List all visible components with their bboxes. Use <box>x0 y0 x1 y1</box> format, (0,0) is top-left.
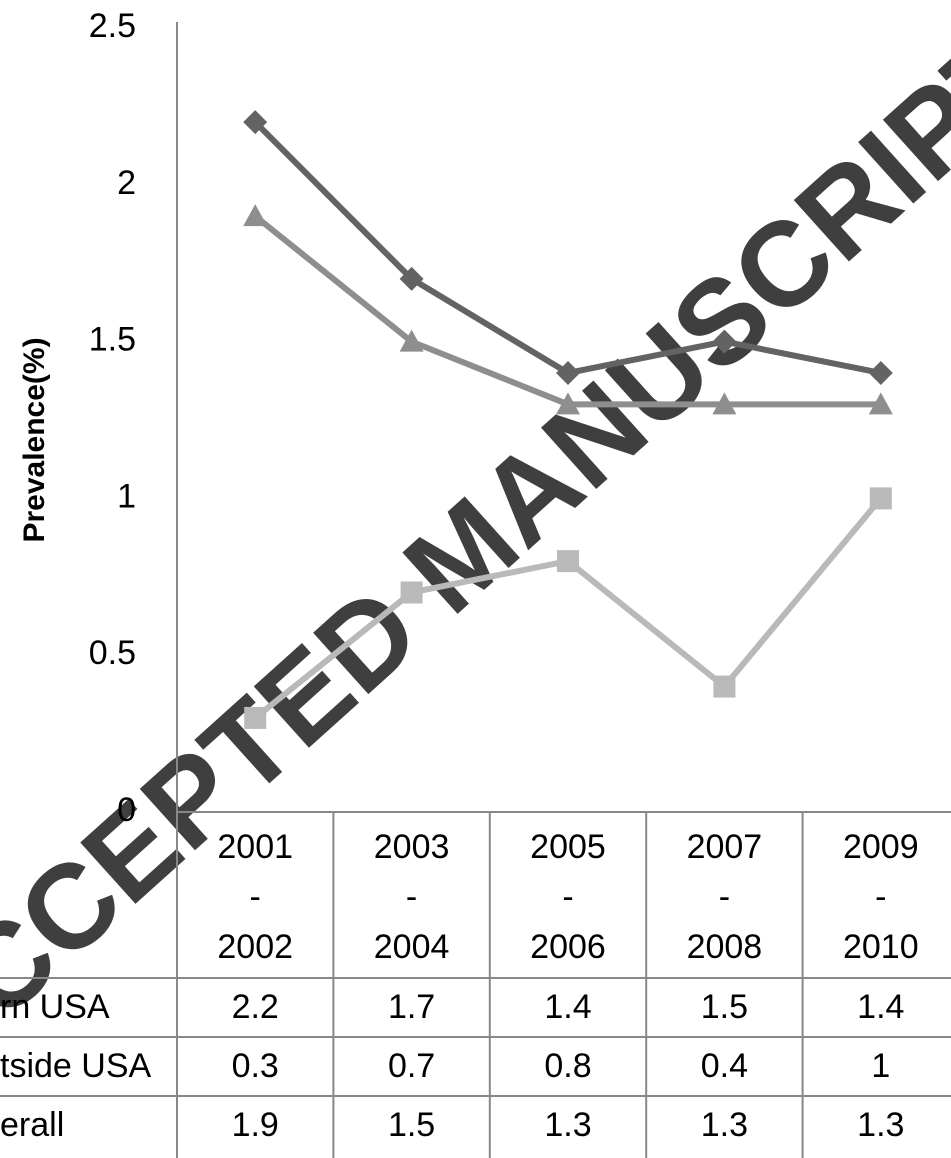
table-value: 1.3 <box>544 1106 592 1144</box>
marker <box>712 329 737 354</box>
marker <box>557 550 579 573</box>
marker <box>712 392 737 415</box>
marker <box>868 392 893 415</box>
marker <box>243 110 268 135</box>
legend-row-label: erall <box>0 1106 65 1144</box>
y-tick-label: 1 <box>117 477 136 515</box>
table-value: 1.5 <box>700 988 749 1026</box>
x-category-label: 2009 - 2010 <box>842 828 919 966</box>
table-value: 1.7 <box>387 988 436 1026</box>
marker <box>713 675 736 698</box>
table-value: 1.3 <box>857 1106 905 1144</box>
table-value: 0.8 <box>544 1047 592 1085</box>
marker <box>400 581 423 604</box>
marker <box>243 204 268 227</box>
table-value: 0.4 <box>700 1047 749 1085</box>
table-value: 1 <box>871 1047 891 1085</box>
marker <box>556 360 580 385</box>
y-tick-label: 0.5 <box>89 634 136 672</box>
y-tick-label: 2 <box>117 164 136 202</box>
marker <box>399 266 424 291</box>
x-category-label: 2001 - 2002 <box>217 828 294 966</box>
table-value: 1.9 <box>231 1106 279 1144</box>
marker <box>869 487 892 510</box>
marker <box>399 329 424 352</box>
y-tick-label: 2.5 <box>89 7 136 45</box>
legend-row-label: tside USA <box>0 1047 152 1085</box>
table-value: 1.3 <box>700 1106 749 1144</box>
legend-row-label: rn USA <box>0 988 110 1026</box>
x-category-label: 2003 - 2004 <box>373 828 450 966</box>
y-tick-label: 0 <box>117 791 136 829</box>
marker <box>556 392 580 415</box>
table-value: 2.2 <box>231 988 279 1026</box>
marker <box>244 706 267 729</box>
table-value: 1.5 <box>387 1106 436 1144</box>
table-value: 0.7 <box>387 1047 436 1085</box>
marker <box>868 360 893 385</box>
y-axis-title: Prevalence(%) <box>18 337 51 542</box>
y-tick-label: 1.5 <box>89 321 136 359</box>
table-value: 1.4 <box>544 988 592 1026</box>
x-category-label: 2005 - 2006 <box>530 828 606 966</box>
x-category-label: 2007 - 2008 <box>686 828 763 966</box>
table-value: 1.4 <box>857 988 905 1026</box>
table-value: 0.3 <box>231 1047 279 1085</box>
